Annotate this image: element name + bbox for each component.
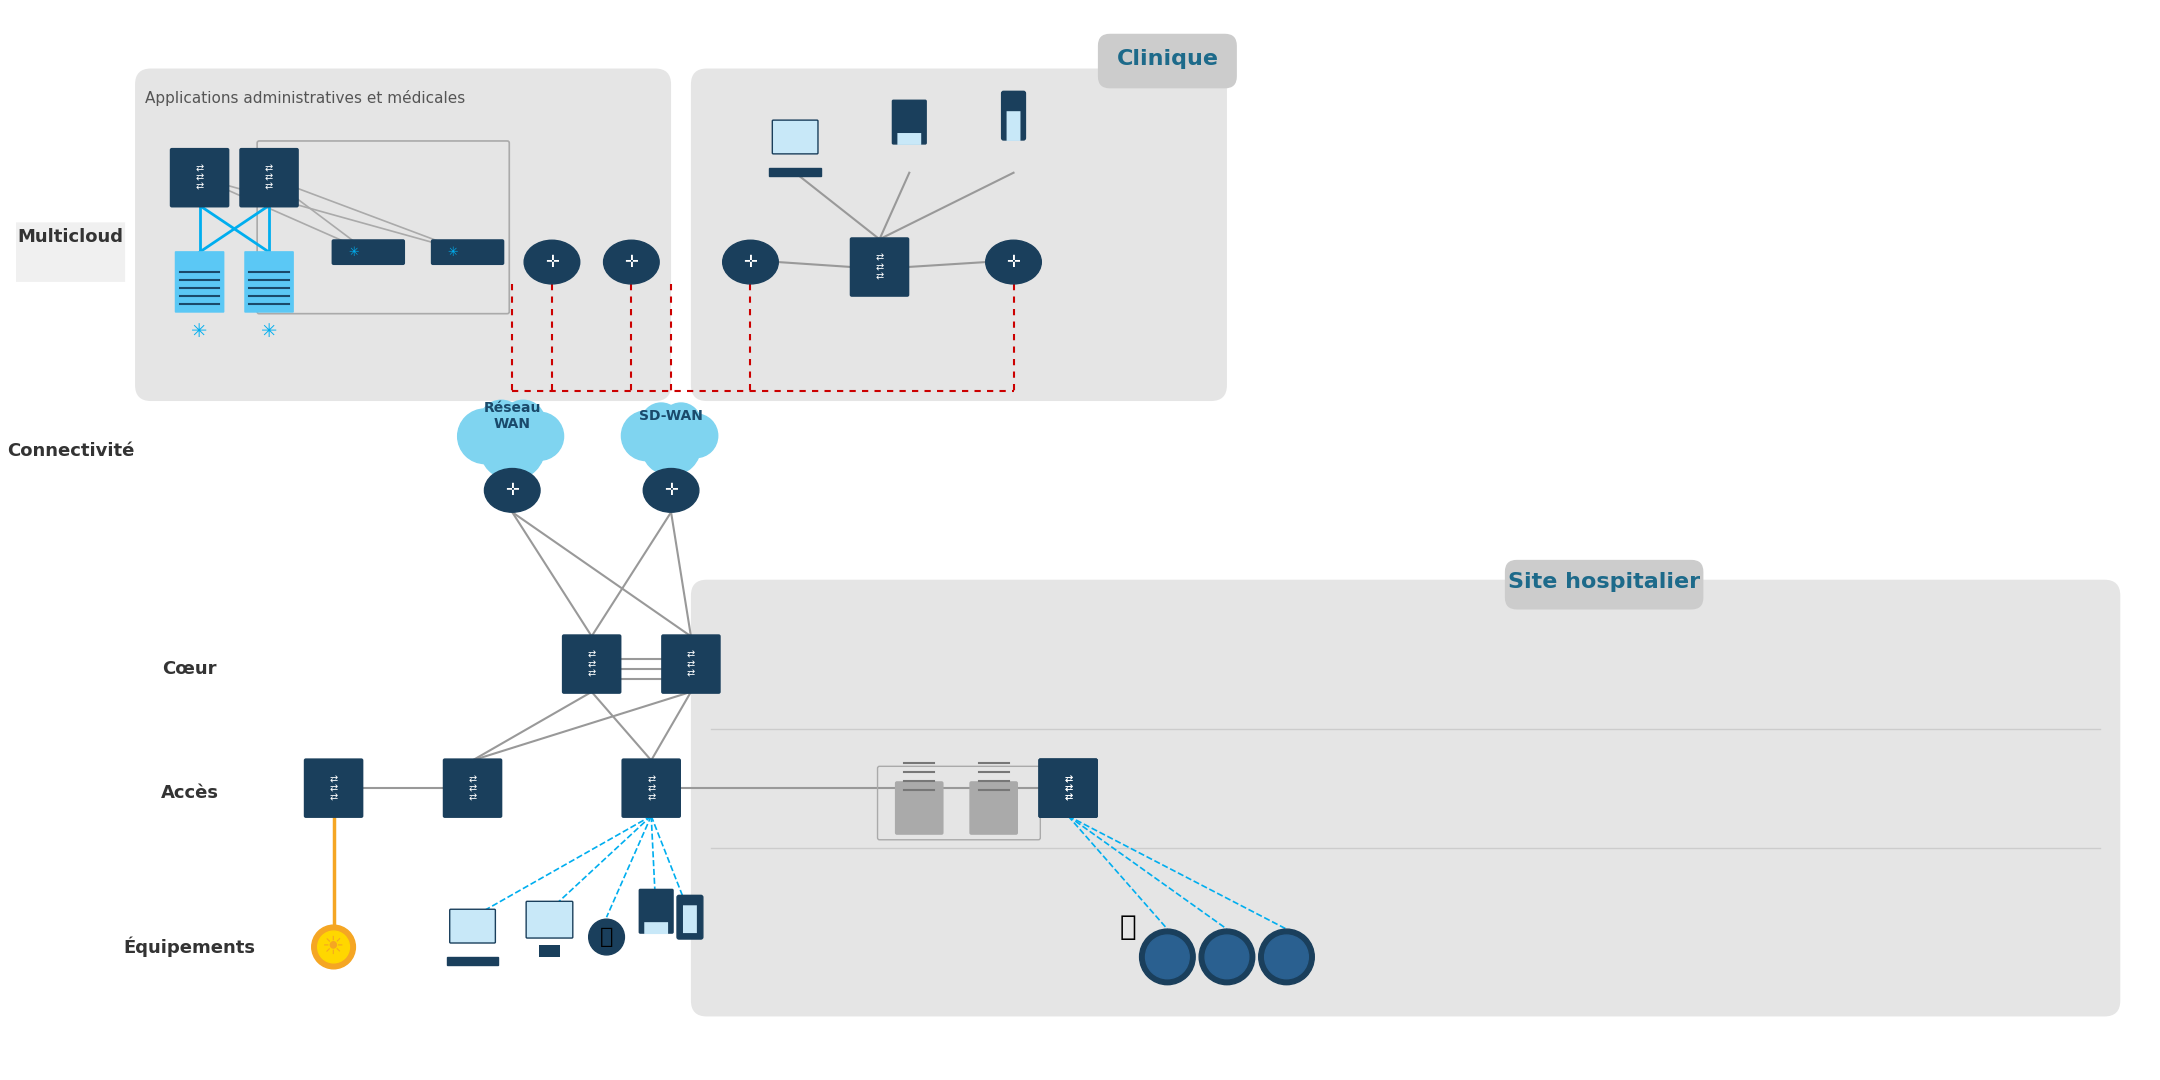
FancyBboxPatch shape — [661, 634, 721, 693]
FancyBboxPatch shape — [449, 909, 495, 943]
FancyBboxPatch shape — [622, 758, 680, 818]
Circle shape — [1264, 935, 1309, 978]
FancyBboxPatch shape — [175, 252, 225, 313]
Circle shape — [1205, 935, 1248, 978]
FancyBboxPatch shape — [639, 890, 674, 933]
FancyBboxPatch shape — [769, 167, 821, 176]
FancyBboxPatch shape — [1039, 758, 1097, 818]
Text: ✛: ✛ — [505, 482, 518, 499]
FancyBboxPatch shape — [240, 148, 298, 207]
Text: ⇄
⇄
⇄: ⇄ ⇄ ⇄ — [588, 650, 596, 678]
Text: ⇄
⇄
⇄: ⇄ ⇄ ⇄ — [875, 253, 883, 281]
FancyBboxPatch shape — [430, 240, 503, 265]
FancyBboxPatch shape — [1007, 111, 1020, 141]
Text: ✛: ✛ — [663, 482, 678, 499]
Text: ⇄
⇄
⇄: ⇄ ⇄ ⇄ — [1065, 774, 1071, 802]
Text: ✛: ✛ — [544, 253, 559, 271]
Text: ✛: ✛ — [743, 253, 758, 271]
FancyBboxPatch shape — [527, 902, 572, 939]
Circle shape — [642, 416, 700, 475]
Text: Réseau
WAN: Réseau WAN — [484, 401, 540, 431]
FancyBboxPatch shape — [1039, 758, 1097, 818]
Circle shape — [480, 401, 523, 444]
Text: ✳: ✳ — [447, 245, 458, 258]
Circle shape — [516, 413, 564, 460]
Text: ⇄
⇄
⇄: ⇄ ⇄ ⇄ — [197, 163, 203, 192]
Text: Multicloud: Multicloud — [17, 228, 123, 246]
Text: Équipements: Équipements — [123, 936, 255, 957]
FancyBboxPatch shape — [849, 238, 909, 297]
Text: ⇄
⇄
⇄: ⇄ ⇄ ⇄ — [266, 163, 272, 192]
FancyBboxPatch shape — [15, 222, 125, 282]
Ellipse shape — [644, 469, 700, 512]
Text: Cœur: Cœur — [162, 660, 216, 678]
Circle shape — [642, 403, 680, 443]
FancyBboxPatch shape — [333, 240, 406, 265]
Circle shape — [1145, 935, 1190, 978]
Text: ☀: ☀ — [322, 935, 346, 959]
Circle shape — [590, 919, 624, 955]
FancyBboxPatch shape — [562, 634, 622, 693]
FancyBboxPatch shape — [892, 100, 927, 144]
FancyBboxPatch shape — [447, 957, 499, 964]
FancyBboxPatch shape — [171, 148, 229, 207]
Text: ✳: ✳ — [348, 245, 359, 258]
Text: ⇄
⇄
⇄: ⇄ ⇄ ⇄ — [469, 774, 477, 802]
Text: Accès: Accès — [160, 784, 218, 802]
Circle shape — [480, 415, 544, 480]
FancyBboxPatch shape — [644, 922, 667, 934]
Text: SD-WAN: SD-WAN — [639, 409, 702, 423]
Circle shape — [622, 411, 672, 460]
Ellipse shape — [603, 240, 659, 284]
FancyBboxPatch shape — [1506, 559, 1704, 609]
Ellipse shape — [724, 240, 778, 284]
Circle shape — [458, 409, 512, 463]
FancyBboxPatch shape — [894, 781, 944, 835]
Text: 📶: 📶 — [1119, 913, 1136, 941]
FancyBboxPatch shape — [970, 781, 1017, 835]
Text: ✛: ✛ — [1007, 253, 1020, 271]
Text: ✳: ✳ — [261, 322, 276, 341]
Text: Clinique: Clinique — [1117, 49, 1218, 68]
Ellipse shape — [525, 240, 579, 284]
Ellipse shape — [985, 240, 1041, 284]
Text: Connectivité: Connectivité — [6, 442, 134, 460]
FancyBboxPatch shape — [683, 905, 698, 933]
Circle shape — [1199, 929, 1255, 985]
Text: Applications administratives et médicales: Applications administratives et médicale… — [145, 91, 464, 106]
Text: 👤: 👤 — [600, 927, 613, 947]
Text: ⇄
⇄
⇄: ⇄ ⇄ ⇄ — [1065, 774, 1071, 802]
FancyBboxPatch shape — [136, 68, 672, 401]
Text: ✛: ✛ — [624, 253, 639, 271]
FancyBboxPatch shape — [540, 945, 559, 957]
Text: Site hospitalier: Site hospitalier — [1508, 571, 1700, 592]
FancyBboxPatch shape — [676, 895, 702, 939]
FancyBboxPatch shape — [305, 758, 363, 818]
Circle shape — [318, 931, 350, 963]
FancyBboxPatch shape — [244, 252, 294, 313]
Circle shape — [501, 401, 544, 444]
Text: ⇄
⇄
⇄: ⇄ ⇄ ⇄ — [330, 774, 337, 802]
Circle shape — [661, 403, 700, 443]
FancyBboxPatch shape — [443, 758, 503, 818]
FancyBboxPatch shape — [1002, 92, 1026, 140]
Text: ⇄
⇄
⇄: ⇄ ⇄ ⇄ — [648, 774, 654, 802]
Circle shape — [1140, 929, 1194, 985]
Text: ✳: ✳ — [192, 322, 207, 341]
Text: ⇄
⇄
⇄: ⇄ ⇄ ⇄ — [687, 650, 696, 678]
FancyBboxPatch shape — [1097, 33, 1238, 89]
FancyBboxPatch shape — [691, 68, 1227, 401]
FancyBboxPatch shape — [773, 120, 819, 153]
Circle shape — [674, 414, 717, 458]
Circle shape — [311, 926, 356, 969]
FancyBboxPatch shape — [691, 580, 2121, 1016]
Ellipse shape — [484, 469, 540, 512]
Circle shape — [1259, 929, 1313, 985]
FancyBboxPatch shape — [896, 133, 920, 145]
